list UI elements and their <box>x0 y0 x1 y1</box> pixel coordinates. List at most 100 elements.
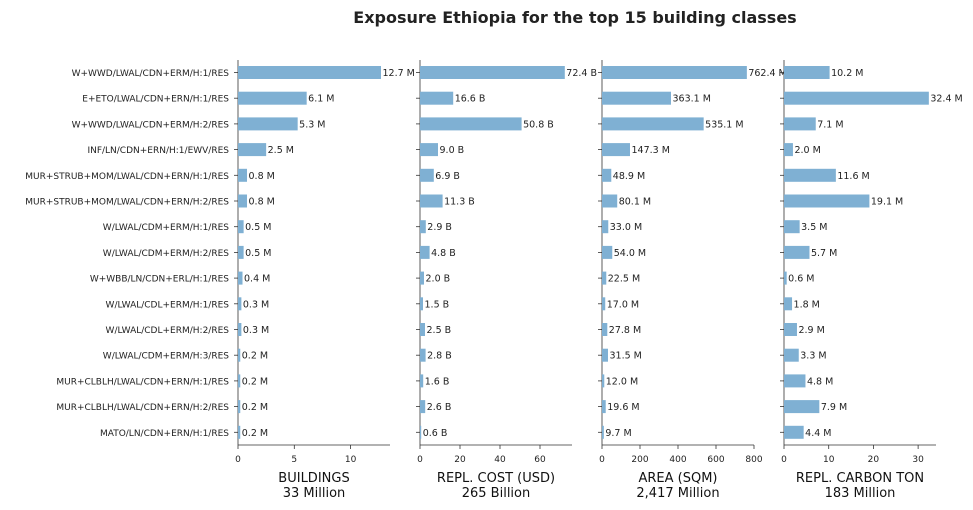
bar <box>784 143 793 157</box>
bar <box>238 117 298 131</box>
data-label: 4.8 B <box>431 248 456 259</box>
y-tick-label: MUR+STRUB+MOM/LWAL/CDN+ERN/H:1/RES <box>25 172 229 182</box>
data-label: 72.4 B <box>566 68 597 79</box>
data-label: 0.3 M <box>243 325 269 336</box>
bar <box>238 91 307 105</box>
bar <box>238 220 244 234</box>
data-label: 9.7 M <box>605 428 631 439</box>
bar <box>238 323 242 336</box>
y-tick-label: E+ETO/LWAL/CDN+ERN/H:1/RES <box>82 95 229 105</box>
bar <box>420 400 426 414</box>
bar <box>238 245 244 259</box>
bar <box>420 323 425 336</box>
x-tick-label: 0 <box>235 455 241 465</box>
data-label: 2.9 M <box>798 325 824 336</box>
bar <box>784 220 800 234</box>
data-label: 31.5 M <box>609 351 641 362</box>
data-label: 2.9 B <box>427 222 452 233</box>
bar <box>420 271 424 285</box>
bar <box>602 425 604 439</box>
bar <box>238 425 241 439</box>
x-tick-label: 10 <box>345 455 357 465</box>
bar <box>602 348 608 362</box>
bar <box>420 374 424 388</box>
data-label: 0.2 M <box>242 376 268 387</box>
bar <box>602 245 613 259</box>
x-axis-label: REPL. COST (USD) <box>437 471 555 486</box>
bar <box>420 143 438 157</box>
y-tick-label: W+WWD/LWAL/CDN+ERM/H:2/RES <box>72 120 230 130</box>
data-label: 22.5 M <box>608 274 640 285</box>
data-label: 5.7 M <box>811 248 837 259</box>
bar <box>238 297 242 311</box>
data-label: 6.1 M <box>308 94 334 105</box>
bar <box>238 66 381 79</box>
x-tick-label: 60 <box>534 455 546 465</box>
data-label: 2.6 B <box>427 402 452 413</box>
data-label: 2.8 B <box>427 351 452 362</box>
bar <box>784 168 836 182</box>
data-label: 2.0 M <box>794 145 820 156</box>
data-label: 0.3 M <box>243 299 269 310</box>
x-tick-label: 200 <box>631 455 648 465</box>
data-label: 7.9 M <box>821 402 847 413</box>
bar <box>784 323 797 336</box>
bar <box>784 117 816 131</box>
bar <box>784 194 870 208</box>
data-label: 50.8 B <box>523 119 554 130</box>
data-label: 363.1 M <box>672 94 710 105</box>
bar <box>784 297 793 311</box>
x-axis-label: REPL. CARBON TON <box>796 471 924 486</box>
y-tick-label: W/LWAL/CDL+ERM/H:2/RES <box>106 326 230 336</box>
bar <box>602 168 612 182</box>
bar <box>784 425 804 439</box>
data-label: 7.1 M <box>817 119 843 130</box>
x-axis-sublabel: 183 Million <box>825 486 896 501</box>
data-label: 0.2 M <box>242 402 268 413</box>
x-tick-label: 30 <box>912 455 924 465</box>
data-label: 0.2 M <box>242 351 268 362</box>
bar <box>784 91 929 105</box>
y-tick-label: MUR+CLBLH/LWAL/CDN+ERN/H:1/RES <box>56 377 229 387</box>
data-label: 4.8 M <box>807 376 833 387</box>
bar <box>238 374 241 388</box>
bar <box>238 194 248 208</box>
x-tick-label: 20 <box>868 455 880 465</box>
data-label: 0.5 M <box>245 222 271 233</box>
x-tick-label: 0 <box>599 455 605 465</box>
bar <box>602 143 630 157</box>
bar <box>784 66 830 79</box>
bar <box>238 400 241 414</box>
bar <box>420 348 426 362</box>
data-label: 16.6 B <box>455 94 486 105</box>
data-label: 48.9 M <box>613 171 645 182</box>
data-label: 0.6 M <box>788 274 814 285</box>
x-axis-label: BUILDINGS <box>278 471 349 486</box>
x-tick-label: 800 <box>745 455 762 465</box>
x-axis-label: AREA (SQM) <box>638 471 717 486</box>
bar <box>602 400 606 414</box>
data-label: 0.6 B <box>423 428 448 439</box>
data-label: 33.0 M <box>610 222 642 233</box>
data-label: 80.1 M <box>619 197 651 208</box>
bar <box>420 245 430 259</box>
data-label: 0.2 M <box>242 428 268 439</box>
data-label: 54.0 M <box>614 248 646 259</box>
bar <box>602 220 609 234</box>
x-tick-label: 0 <box>417 455 423 465</box>
data-label: 3.5 M <box>801 222 827 233</box>
data-label: 762.4 M <box>748 68 786 79</box>
x-tick-label: 20 <box>454 455 466 465</box>
bar <box>784 271 787 285</box>
bar <box>420 66 565 79</box>
data-label: 535.1 M <box>705 119 743 130</box>
data-label: 2.0 B <box>426 274 451 285</box>
data-label: 11.6 M <box>837 171 869 182</box>
data-label: 2.5 B <box>427 325 452 336</box>
x-axis-sublabel: 33 Million <box>283 486 346 501</box>
x-tick-label: 10 <box>823 455 835 465</box>
y-tick-label: MATO/LN/CDN+ERN/H:1/RES <box>100 429 229 439</box>
x-tick-label: 400 <box>669 455 686 465</box>
data-label: 4.4 M <box>805 428 831 439</box>
